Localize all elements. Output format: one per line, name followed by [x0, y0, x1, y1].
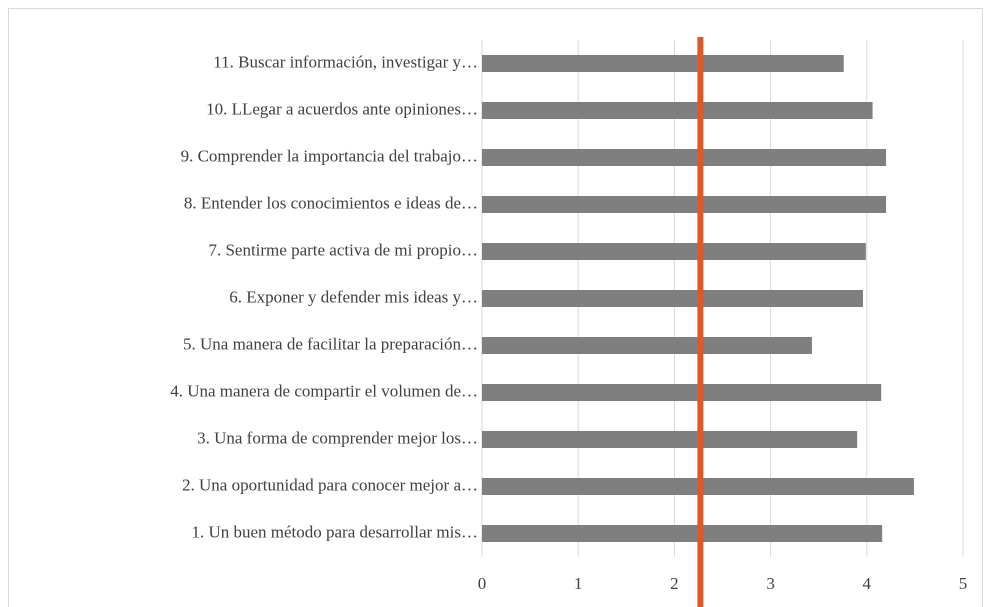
- x-tick-label: 4: [863, 574, 872, 593]
- x-tick-label: 5: [959, 574, 968, 593]
- bar: [482, 290, 863, 307]
- y-tick-label: 9. Comprender la importancia del trabajo…: [181, 146, 478, 165]
- bar: [482, 102, 873, 119]
- y-tick-label: 3. Una forma de comprender mejor los…: [197, 428, 478, 447]
- bar: [482, 337, 812, 354]
- bar: [482, 55, 844, 72]
- y-tick-label: 4. Una manera de compartir el volumen de…: [170, 381, 478, 400]
- bar: [482, 149, 887, 166]
- y-tick-label: 8. Entender los conocimientos e ideas de…: [184, 193, 478, 212]
- bar: [482, 384, 882, 401]
- x-tick-label: 1: [574, 574, 583, 593]
- bar: [482, 196, 887, 213]
- x-tick-label: 2: [670, 574, 679, 593]
- x-tick-label: 3: [766, 574, 775, 593]
- y-tick-label: 2. Una oportunidad para conocer mejor a…: [182, 475, 478, 494]
- bar: [482, 243, 866, 260]
- y-tick-label: 1. Un buen método para desarrollar mis…: [191, 522, 478, 541]
- bar: [482, 431, 858, 448]
- y-tick-label: 7. Sentirme parte activa de mi propio…: [208, 240, 478, 259]
- bar: [482, 525, 883, 542]
- x-tick-label: 0: [478, 574, 487, 593]
- y-tick-label: 11. Buscar información, investigar y…: [213, 52, 478, 71]
- chart-border: [8, 8, 983, 607]
- y-tick-label: 5. Una manera de facilitar la preparació…: [183, 334, 478, 353]
- y-tick-label: 10. LLegar a acuerdos ante opiniones…: [206, 99, 478, 118]
- y-tick-label: 6. Exponer y defender mis ideas y…: [229, 287, 478, 306]
